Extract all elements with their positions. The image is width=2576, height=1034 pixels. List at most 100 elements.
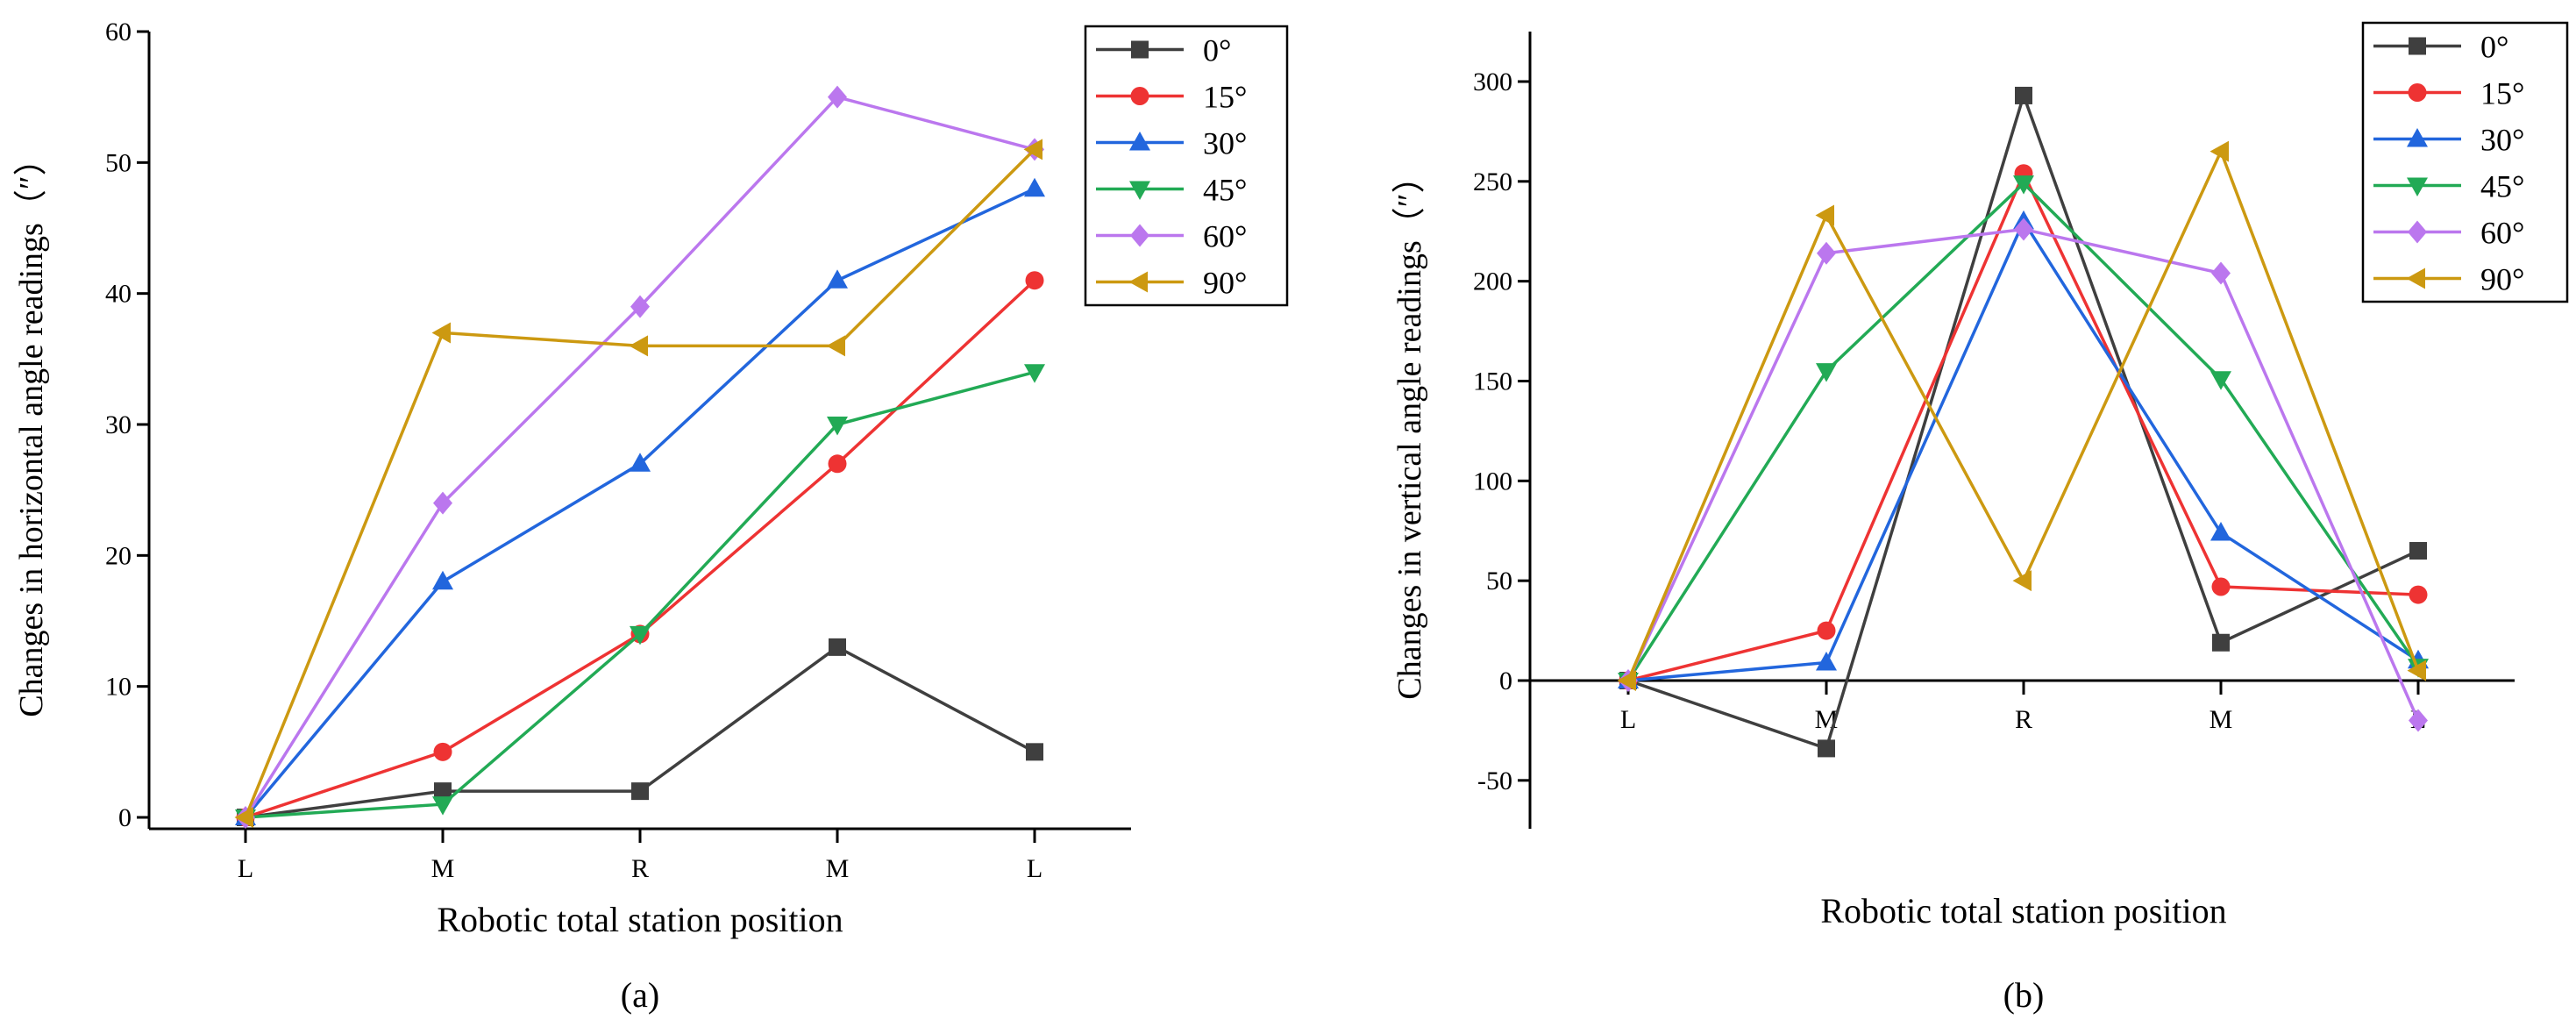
y-axis-label: Changes in vertical angle readings（″）: [1391, 160, 1428, 699]
legend-label: 30°: [2480, 123, 2524, 158]
legend-label: 0°: [1203, 33, 1231, 68]
series-line: [245, 279, 1036, 819]
data-point: [1817, 621, 1836, 640]
legend-label: 0°: [2480, 30, 2508, 65]
legend-marker: [2407, 128, 2428, 147]
data-point: [234, 807, 253, 828]
y-tick-label: 150: [1473, 367, 1512, 396]
legend-label: 90°: [1203, 266, 1247, 301]
y-tick-label: 300: [1473, 68, 1512, 96]
series-5: [1617, 140, 2426, 691]
data-point: [1025, 271, 1044, 290]
legend-label: 90°: [2480, 262, 2524, 297]
data-point: [630, 295, 650, 318]
x-axis-label: Robotic total station position: [1820, 891, 2226, 931]
x-tick-label: R: [2015, 705, 2032, 734]
legend: 0° 15° 30° 45° 60° 90°: [1084, 25, 1289, 307]
y-tick-label: 50: [1486, 567, 1512, 595]
y-tick-label: 50: [105, 148, 132, 177]
series-1: [236, 271, 1044, 827]
legend-label: 30°: [1203, 126, 1247, 161]
y-tick-label: 0: [118, 803, 132, 832]
data-point: [1026, 743, 1043, 761]
data-point: [630, 453, 651, 472]
data-point: [2012, 570, 2032, 592]
series-line: [244, 148, 1036, 818]
series-line: [1626, 227, 2420, 722]
series-3: [235, 364, 1045, 829]
data-point: [827, 417, 848, 436]
data-point: [433, 742, 452, 761]
y-tick-label: 40: [105, 280, 132, 309]
y-tick-label: 30: [105, 410, 132, 439]
legend-marker: [1129, 181, 1150, 200]
y-axis-label: Changes in horizontal angle readings（″）: [13, 142, 50, 717]
data-point: [1024, 177, 1045, 197]
legend-marker: [1130, 87, 1149, 105]
data-point: [2211, 577, 2231, 596]
legend-marker: [2406, 267, 2425, 289]
legend-label: 60°: [2480, 216, 2524, 251]
data-point: [2409, 709, 2428, 732]
x-tick-label: M: [431, 854, 455, 883]
series-line: [245, 370, 1035, 819]
data-point: [1815, 204, 1834, 226]
data-point: [432, 796, 453, 816]
data-point: [1617, 670, 1636, 691]
data-point: [631, 782, 649, 801]
legend-label: 15°: [2480, 76, 2524, 111]
panel-a: 0 10 20 30 40 50 60 L M R M L Robotic total station …: [13, 18, 1289, 1015]
data-point: [2409, 585, 2428, 604]
y-tick-label: 200: [1473, 267, 1512, 296]
data-point: [630, 625, 651, 645]
data-point: [2015, 86, 2032, 104]
y-tick-label: 250: [1473, 168, 1512, 196]
data-point: [827, 269, 848, 289]
legend-label: 15°: [1203, 80, 1247, 115]
y-tick-label: 20: [105, 541, 132, 570]
series-5: [234, 139, 1042, 828]
series-line: [244, 187, 1035, 819]
x-tick-label: R: [631, 854, 649, 883]
x-tick-label: M: [2210, 705, 2233, 734]
y-tick-label: -50: [1477, 767, 1512, 795]
data-point: [1816, 652, 1837, 671]
data-point: [432, 570, 453, 590]
legend-box: [1084, 25, 1289, 307]
y-tick-label: 10: [105, 673, 132, 702]
data-point: [629, 335, 648, 357]
legend-marker: [1131, 40, 1149, 59]
series-2: [235, 177, 1045, 825]
panel-label: (a): [621, 975, 659, 1015]
data-point: [2013, 175, 2034, 195]
legend-marker: [2409, 37, 2426, 55]
legend-marker: [1128, 271, 1148, 293]
legend-marker: [1129, 132, 1150, 151]
legend: 0° 15° 30° 45° 60° 90°: [2361, 21, 2569, 303]
data-point: [2014, 217, 2033, 241]
series-1: [1619, 164, 2428, 690]
legend-marker: [2408, 83, 2427, 102]
legend-marker: [2408, 220, 2427, 244]
data-point: [2211, 261, 2231, 285]
panel-label: (b): [2003, 975, 2045, 1015]
legend-label: 45°: [1203, 173, 1247, 208]
legend-marker: [2407, 177, 2428, 196]
data-point: [2409, 542, 2427, 560]
data-point: [828, 85, 847, 109]
series-3: [1618, 175, 2429, 692]
data-point: [433, 491, 452, 515]
x-axis-label: Robotic total station position: [437, 900, 843, 939]
y-tick-label: 100: [1473, 467, 1512, 496]
legend-label: 45°: [2480, 169, 2524, 204]
data-point: [2407, 660, 2426, 681]
legend-box: [2361, 21, 2569, 303]
data-point: [826, 335, 845, 357]
legend-marker: [1130, 224, 1149, 247]
data-point: [828, 454, 847, 474]
data-point: [1024, 364, 1045, 383]
data-point: [434, 782, 452, 801]
data-point: [1818, 739, 1835, 758]
y-tick-label: 0: [1499, 667, 1512, 695]
